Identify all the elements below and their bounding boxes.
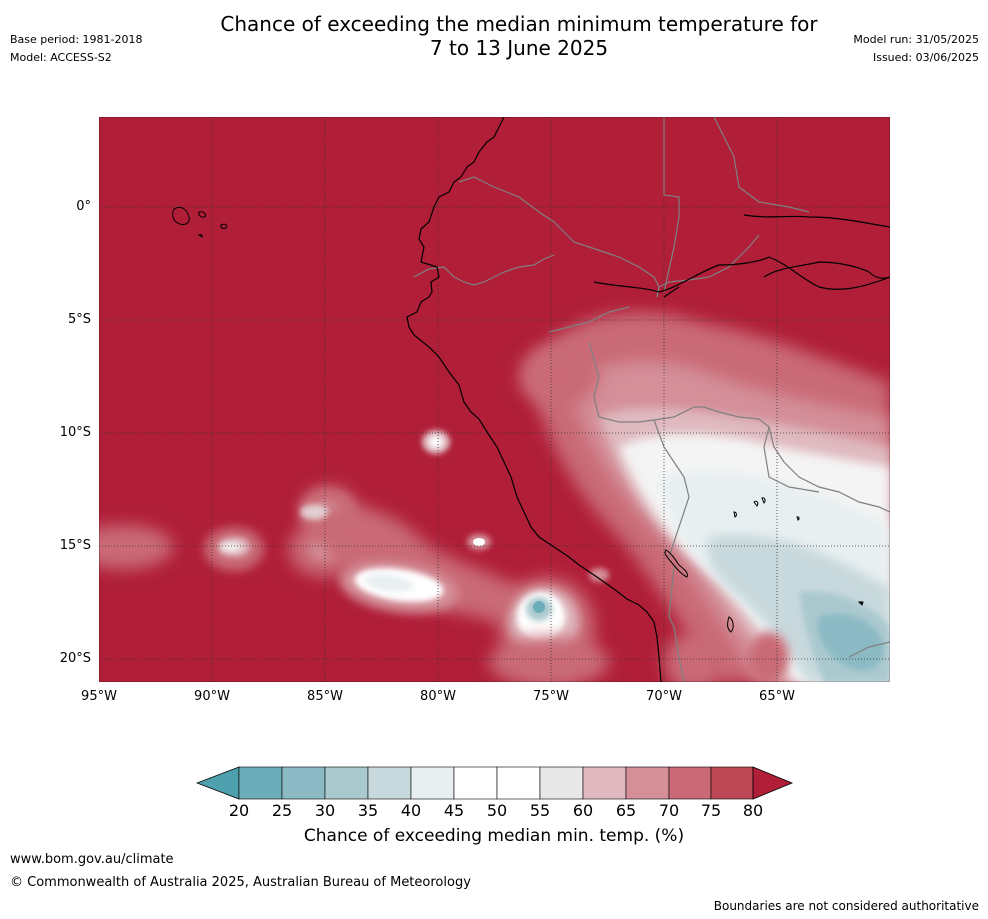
islands-and-lakes: [172, 206, 864, 633]
colorbar-low-arrow: [196, 766, 240, 800]
colorbar-segment: [238, 766, 283, 800]
website-link[interactable]: www.bom.gov.au/climate: [10, 852, 174, 867]
colorbar-tick: 45: [443, 801, 465, 820]
colorbar-segment: [625, 766, 670, 800]
colorbar-segment: [582, 766, 627, 800]
lon-label: 65°W: [759, 689, 795, 704]
colorbar-tick: 40: [400, 801, 422, 820]
colorbar-segment: [367, 766, 412, 800]
lat-label: 20°S: [59, 651, 91, 666]
colorbar-segment: [710, 766, 754, 800]
lon-label: 70°W: [646, 689, 682, 704]
colorbar-tick: 30: [314, 801, 336, 820]
colorbar-tick: 55: [529, 801, 551, 820]
lon-label: 75°W: [533, 689, 569, 704]
colorbar-tick: 60: [572, 801, 594, 820]
colorbar-tick: 80: [742, 801, 764, 820]
colorbar: [196, 766, 794, 800]
issued-text: Issued: 03/06/2025: [872, 51, 979, 64]
colorbar-segment: [539, 766, 584, 800]
colorbar-label: Chance of exceeding median min. temp. (%…: [303, 826, 685, 846]
colorbar-segment: [410, 766, 455, 800]
country-borders: [413, 117, 890, 682]
lon-label: 85°W: [307, 689, 343, 704]
coastline: [406, 117, 890, 682]
colorbar-tick: 20: [228, 801, 250, 820]
colorbar-high-arrow: [752, 766, 794, 800]
forecast-map: [99, 117, 890, 682]
base-period-text: Base period: 1981-2018: [10, 33, 143, 46]
colorbar-segment: [496, 766, 541, 800]
lon-label: 95°W: [81, 689, 117, 704]
title-line-2: 7 to 13 June 2025: [429, 36, 609, 60]
copyright-text: © Commonwealth of Australia 2025, Austra…: [10, 875, 471, 890]
colorbar-tick: 70: [658, 801, 680, 820]
lat-label: 5°S: [67, 312, 91, 327]
lat-label: 0°: [76, 199, 91, 214]
colorbar-segment: [324, 766, 369, 800]
colorbar-tick: 25: [271, 801, 293, 820]
colorbar-tick: 50: [486, 801, 508, 820]
lat-label: 15°S: [59, 538, 91, 553]
graticule: [99, 117, 890, 682]
lat-label: 10°S: [59, 425, 91, 440]
page-title: Chance of exceeding the median minimum t…: [0, 12, 988, 60]
probability-field-ocean: [99, 347, 789, 682]
colorbar-segment: [668, 766, 712, 800]
model-text: Model: ACCESS-S2: [10, 51, 112, 64]
title-line-1: Chance of exceeding the median minimum t…: [220, 12, 818, 36]
colorbar-segment: [281, 766, 326, 800]
disclaimer-text: Boundaries are not considered authoritat…: [713, 899, 979, 913]
model-run-text: Model run: 31/05/2025: [853, 33, 979, 46]
lon-label: 90°W: [194, 689, 230, 704]
colorbar-tick: 75: [700, 801, 722, 820]
colorbar-tick: 35: [357, 801, 379, 820]
lon-label: 80°W: [420, 689, 456, 704]
colorbar-tick: 65: [615, 801, 637, 820]
probability-field-interior: [529, 312, 890, 682]
colorbar-segment: [453, 766, 498, 800]
